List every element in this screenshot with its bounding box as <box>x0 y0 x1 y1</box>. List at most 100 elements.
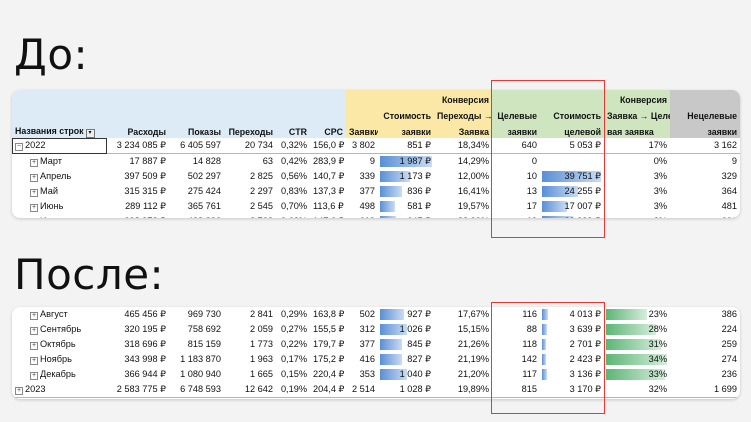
cell-value: 19,57% <box>457 201 489 211</box>
cell-value: 156,0 ₽ <box>313 140 345 150</box>
expand-icon[interactable]: + <box>30 204 38 212</box>
expand-icon[interactable]: + <box>30 189 38 197</box>
cell-nontarget: 9 <box>670 154 740 170</box>
expand-icon[interactable]: + <box>30 327 38 335</box>
cell-cpc: 204,4 ₽ <box>310 382 346 398</box>
expand-icon[interactable]: + <box>30 342 38 350</box>
table-row[interactable]: + Ноябрь 343 998 ₽ 1 183 870 1 963 0,17% 175,2… <box>12 352 740 367</box>
table-row[interactable]: + Октябрь 318 696 ₽ 815 159 1 773 0,22% 179,7 … <box>12 337 740 352</box>
table-row[interactable]: + Декабрь 366 944 ₽ 1 080 940 1 665 0,15% 220,… <box>12 367 740 382</box>
cell-value: 259 <box>721 339 737 349</box>
row-label[interactable]: + Апрель <box>12 169 107 184</box>
cell-clicks: 12 642 <box>224 382 276 398</box>
data-bar <box>606 369 665 380</box>
table-row[interactable]: + Май 315 315 ₽ 275 424 2 297 0,83% 137,3 ₽ 377… <box>12 184 740 199</box>
cell-value: 353 <box>359 369 375 379</box>
row-label[interactable]: + Август <box>12 307 107 322</box>
cell-nontarget: 224 <box>670 322 740 337</box>
cell-impr: 758 692 <box>169 322 224 337</box>
cell-ctr: 0,15% <box>276 367 310 382</box>
cell-lead_cost: 581 ₽ <box>378 199 434 214</box>
cell-ctr: 0,42% <box>276 154 310 170</box>
cell-value: 24 255 ₽ <box>564 186 602 196</box>
table-row[interactable]: + Апрель 397 509 ₽ 502 297 2 825 0,56% 140,7 ₽… <box>12 169 740 184</box>
cell-value: 6 748 593 <box>180 384 221 394</box>
pivot-table: + Август 465 456 ₽969 730 2 841 0,29% 163,8 ₽… <box>12 307 740 398</box>
cell-value: 22,90% <box>458 216 489 218</box>
collapse-icon[interactable]: − <box>15 143 23 151</box>
cell-leads: 312 <box>346 322 378 337</box>
cell-nontarget: 1 699 <box>670 382 740 398</box>
header-row-labels[interactable]: Названия строк ▾ <box>12 122 107 138</box>
cell-value: 2 545 <box>250 201 273 211</box>
cell-ctr: 0,83% <box>276 184 310 199</box>
table-row[interactable]: + Август 465 456 ₽ 969 730 2 841 0,29% 163,8 ₽… <box>12 307 740 322</box>
cell-value: 1 665 <box>250 369 273 379</box>
cell-clicks: 2 841 <box>224 307 276 322</box>
expand-icon[interactable]: + <box>30 312 38 320</box>
cell-target: 142 <box>492 352 540 367</box>
table-row[interactable]: + Март 17 887 ₽ 14 828 63 0,42% 283,9 ₽ 9 1 987 … <box>12 154 740 170</box>
cell-ctr: 0,70% <box>276 199 310 214</box>
cell-nontarget: 259 <box>670 337 740 352</box>
header-leads: Заявки <box>346 122 378 138</box>
table-row[interactable]: + Сентябрь 320 195 ₽ 758 692 2 059 0,27% 155,5… <box>12 322 740 337</box>
cell-cost: 320 195 ₽ <box>107 322 169 337</box>
row-label[interactable]: −2022 <box>12 138 107 154</box>
expand-icon[interactable]: + <box>15 387 23 395</box>
cell-leads: 2 514 <box>346 382 378 398</box>
cell-value: 0,70% <box>280 201 307 211</box>
header-target-1: Целевые <box>492 106 540 122</box>
cell-conv: 15,15% <box>434 322 492 337</box>
cell-value: 2 703 <box>250 216 273 218</box>
cell-value: 19,89% <box>457 384 489 394</box>
filter-dropdown-icon[interactable]: ▾ <box>85 129 95 138</box>
expand-icon[interactable]: + <box>30 159 38 167</box>
cell-value: 0,62% <box>281 216 307 218</box>
cell-value: 147,6 ₽ <box>313 216 344 218</box>
cell-nontarget: 3 162 <box>670 138 740 154</box>
cell-value: 1 183 870 <box>180 354 221 364</box>
cell-nontarget: 274 <box>670 352 740 367</box>
cell-target_cost: 2 701 ₽ <box>540 337 604 352</box>
expand-icon[interactable]: + <box>30 174 38 182</box>
cell-lead_cost: 927 ₽ <box>378 307 434 322</box>
row-label[interactable]: +2023 <box>12 382 107 398</box>
cell-value: 34% <box>648 354 667 364</box>
cell-target_cost: 17 007 ₽ <box>540 199 604 214</box>
table-row-year[interactable]: −2022 3 234 085 ₽ 6 405 597 20 734 0,32% 156,… <box>12 138 740 154</box>
table-row[interactable]: + Июнь 289 112 ₽ 365 761 2 545 0,70% 113,6 ₽ 49… <box>12 199 740 214</box>
cell-value: 927 ₽ <box>407 309 431 319</box>
cell-value: 9 <box>369 156 375 166</box>
cell-cpc: 156,0 ₽ <box>310 138 346 154</box>
cell-value: 836 ₽ <box>407 186 431 196</box>
before-rows: −2022 3 234 085 ₽ 6 405 597 20 734 0,32% 156,… <box>12 138 740 218</box>
row-label[interactable]: + Декабрь <box>12 367 107 382</box>
cell-value: 0% <box>653 156 667 166</box>
cell-value: 19 <box>527 216 537 218</box>
table-row-year[interactable]: +2023 2 583 775 ₽ 6 748 593 12 642 0,19% 204,… <box>12 382 740 398</box>
cell-target: 10 <box>492 169 540 184</box>
cell-value: 312 <box>359 324 375 334</box>
data-bar <box>542 216 574 218</box>
row-label[interactable]: + Ноябрь <box>12 352 107 367</box>
cell-value: 16,41% <box>457 186 489 196</box>
row-label[interactable]: + Май <box>12 184 107 199</box>
expand-icon[interactable]: + <box>30 357 38 365</box>
row-label[interactable]: +Июль <box>12 214 107 218</box>
cell-leads: 416 <box>346 352 378 367</box>
row-label[interactable]: + Октябрь <box>12 337 107 352</box>
expand-icon[interactable]: + <box>30 372 38 380</box>
cell-value: 1 773 <box>250 339 273 349</box>
header-lead-cost-1: Стоимость <box>378 106 434 122</box>
table-row[interactable]: +Июль 398 972 ₽ 438 896 2 703 0,62% 147,6 ₽ 61… <box>12 214 740 218</box>
cell-cpc: 283,9 ₽ <box>310 154 346 170</box>
cell-cpc: 179,7 ₽ <box>310 337 346 352</box>
cell-value: 315 315 ₽ <box>124 186 166 196</box>
header-target-2: заявки <box>492 122 540 138</box>
row-label-text: Октябрь <box>40 339 76 349</box>
cell-value: 21,26% <box>457 339 489 349</box>
row-label[interactable]: + Сентябрь <box>12 322 107 337</box>
row-label[interactable]: + Июнь <box>12 199 107 214</box>
row-label[interactable]: + Март <box>12 154 107 170</box>
